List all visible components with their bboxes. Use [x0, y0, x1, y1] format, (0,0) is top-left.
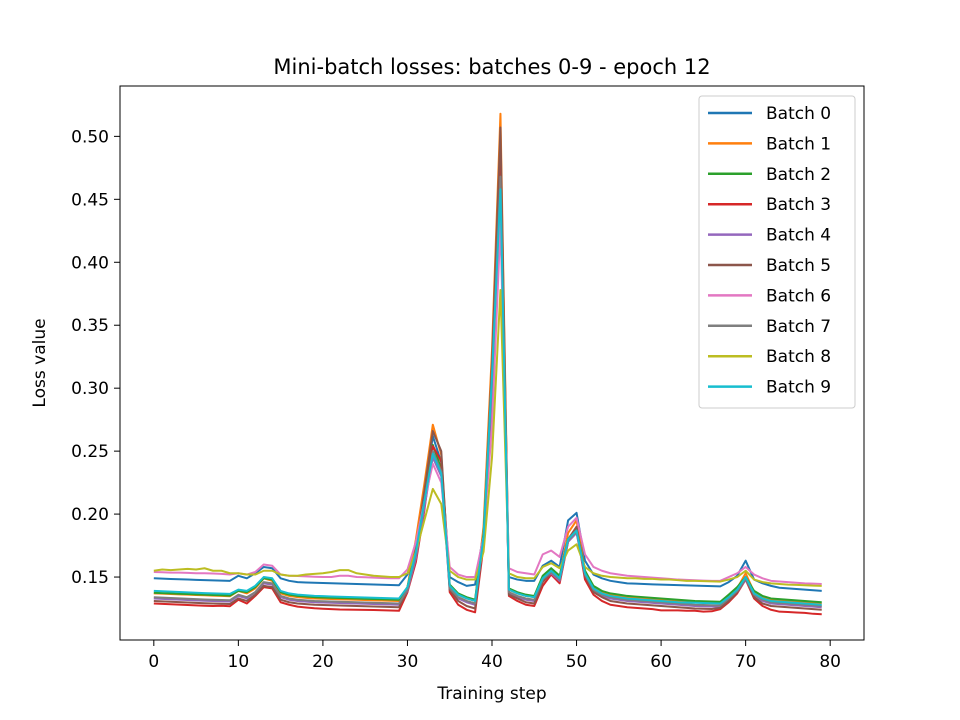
x-tick-label: 70: [735, 652, 757, 672]
x-tick-label: 0: [148, 652, 159, 672]
legend-label-batch-7: Batch 7: [766, 317, 831, 337]
y-tick-label: 0.45: [71, 190, 109, 210]
x-axis-title: Training step: [436, 684, 546, 704]
x-tick-label: 30: [397, 652, 419, 672]
y-tick-label: 0.35: [71, 316, 109, 336]
series-line-batch-8: [153, 288, 822, 587]
chart-title: Mini-batch losses: batches 0-9 - epoch 1…: [273, 55, 710, 79]
x-tick-label: 20: [312, 652, 334, 672]
y-tick-label: 0.50: [71, 127, 109, 147]
x-tick-label: 40: [481, 652, 503, 672]
x-tick-label: 50: [566, 652, 588, 672]
y-axis: 0.15 0.20 0.25 0.30 0.35 0.40 0.45 0.50: [71, 127, 120, 588]
legend-label-batch-0: Batch 0: [766, 104, 831, 124]
y-tick-label: 0.40: [71, 253, 109, 273]
legend-label-batch-5: Batch 5: [766, 256, 831, 276]
legend-label-batch-8: Batch 8: [766, 347, 831, 367]
legend-label-batch-3: Batch 3: [766, 195, 831, 215]
y-axis-title: Loss value: [30, 318, 50, 407]
legend-label-batch-4: Batch 4: [766, 226, 831, 246]
x-axis: 0 10 20 30 40 50 60 70 80: [148, 640, 841, 672]
legend-label-batch-1: Batch 1: [766, 134, 831, 154]
legend-label-batch-9: Batch 9: [766, 378, 831, 398]
series-line-batch-9: [153, 188, 822, 606]
x-tick-label: 10: [228, 652, 250, 672]
legend-label-batch-6: Batch 6: [766, 286, 831, 306]
legend: Batch 0 Batch 1 Batch 2 Batch 3 Batch 4 Batch…: [698, 95, 856, 409]
y-tick-label: 0.15: [71, 568, 109, 588]
x-tick-label: 80: [819, 652, 841, 672]
y-tick-label: 0.20: [71, 505, 109, 525]
x-tick-label: 60: [650, 652, 672, 672]
y-tick-label: 0.30: [71, 379, 109, 399]
legend-label-batch-2: Batch 2: [766, 165, 831, 185]
y-tick-label: 0.25: [71, 442, 109, 462]
plot-area: [153, 112, 822, 616]
